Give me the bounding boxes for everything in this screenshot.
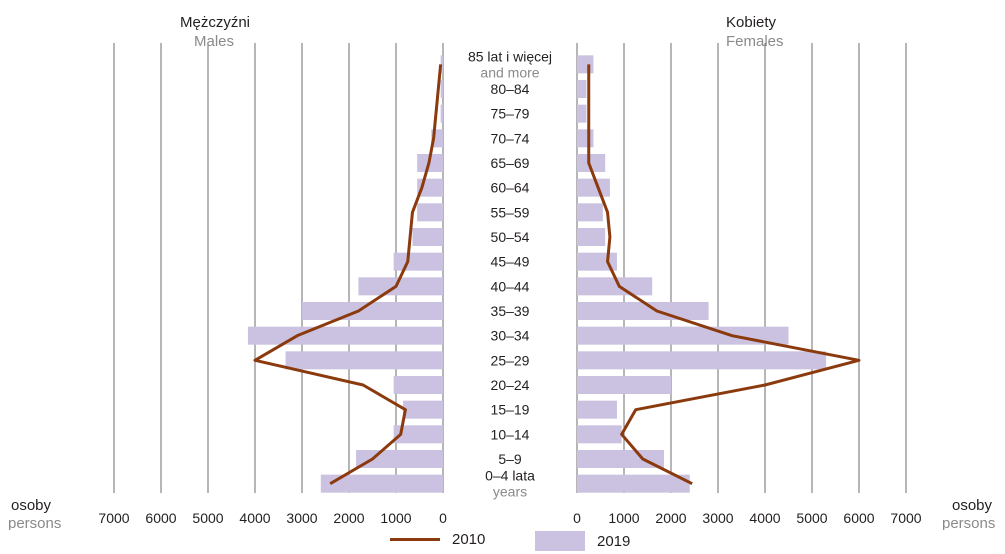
age-label: 80–84 xyxy=(491,81,530,97)
axis-label-right: osoby xyxy=(952,497,993,514)
legend-item-2010: 2010 xyxy=(390,531,485,548)
age-label: 15–19 xyxy=(491,402,530,418)
bar-female-2019 xyxy=(577,104,587,123)
bar-female-2019 xyxy=(577,425,622,444)
age-label: 30–34 xyxy=(491,328,530,344)
legend-label-2019: 2019 xyxy=(597,532,631,550)
bar-female-2019 xyxy=(577,326,789,345)
age-label: 0–4 lata xyxy=(485,468,535,484)
age-sublabel: years xyxy=(493,484,527,500)
age-sublabel: and more xyxy=(480,64,539,80)
bar-male-2019 xyxy=(440,80,443,98)
bar-female-2019 xyxy=(577,351,827,370)
axis-label-right-sub: persons xyxy=(942,515,995,530)
bar-female-2019 xyxy=(577,203,603,222)
bar-female-2019 xyxy=(577,154,606,172)
age-label: 65–69 xyxy=(491,155,530,171)
right-subtitle: Females xyxy=(726,33,784,50)
legend-item-2019: 2019 xyxy=(535,531,630,551)
legend-swatch-bar xyxy=(535,531,585,551)
age-label: 35–39 xyxy=(491,303,530,319)
x-tick-label-female: 1000 xyxy=(608,510,639,526)
bar-female-2019 xyxy=(577,178,610,197)
x-tick-label-male: 0 xyxy=(439,510,447,526)
age-label: 50–54 xyxy=(491,229,530,245)
x-tick-label-male: 3000 xyxy=(286,510,317,526)
bar-male-2019 xyxy=(302,302,443,320)
bar-male-2019 xyxy=(358,277,443,296)
x-tick-label-male: 2000 xyxy=(333,510,364,526)
bar-female-2019 xyxy=(577,80,587,98)
x-tick-label-female: 0 xyxy=(573,510,581,526)
bar-female-2019 xyxy=(577,400,617,419)
bars-2019-males xyxy=(247,55,443,493)
bar-female-2019 xyxy=(577,376,671,394)
bar-male-2019 xyxy=(403,400,443,419)
x-tick-label-female: 4000 xyxy=(749,510,780,526)
bar-male-2019 xyxy=(247,326,443,345)
age-label: 60–64 xyxy=(491,180,530,196)
age-label: 55–59 xyxy=(491,204,530,220)
bar-male-2019 xyxy=(440,104,443,123)
age-label: 25–29 xyxy=(491,352,530,368)
bar-male-2019 xyxy=(285,351,443,370)
line-male-2010 xyxy=(253,64,443,485)
left-title: Mężczyźni xyxy=(180,14,250,31)
x-tick-label-female: 5000 xyxy=(796,510,827,526)
age-label: 75–79 xyxy=(491,106,530,122)
x-tick-label-female: 2000 xyxy=(655,510,686,526)
line-female-2010 xyxy=(587,64,861,486)
bar-male-2019 xyxy=(431,129,443,148)
bar-male-2019 xyxy=(393,376,443,394)
age-label: 20–24 xyxy=(491,377,530,393)
x-tick-labels: 0 0 1000 1000 2000 2000 3000 3000 4000 4000 5000 50… xyxy=(98,510,921,526)
right-title: Kobiety xyxy=(726,14,777,31)
age-label: 10–14 xyxy=(491,426,530,442)
left-subtitle: Males xyxy=(194,33,234,50)
bar-female-2019 xyxy=(577,55,594,74)
lines-2010 xyxy=(253,64,861,486)
bar-male-2019 xyxy=(393,252,443,271)
bar-male-2019 xyxy=(440,55,443,74)
bar-male-2019 xyxy=(356,450,443,468)
x-tick-label-male: 1000 xyxy=(380,510,411,526)
x-tick-label-male: 4000 xyxy=(239,510,270,526)
age-label: 5–9 xyxy=(498,451,522,467)
age-label: 70–74 xyxy=(491,130,530,146)
legend: 2010 2019 xyxy=(0,531,1005,553)
x-tick-label-male: 7000 xyxy=(98,510,129,526)
x-tick-label-female: 7000 xyxy=(890,510,921,526)
bar-female-2019 xyxy=(577,302,709,320)
x-tick-label-female: 6000 xyxy=(843,510,874,526)
axis-label-left-sub: persons xyxy=(8,515,61,530)
x-tick-label-female: 3000 xyxy=(702,510,733,526)
bar-male-2019 xyxy=(412,228,443,246)
bar-female-2019 xyxy=(577,450,664,468)
legend-label-2010: 2010 xyxy=(452,531,486,548)
bar-male-2019 xyxy=(417,203,443,222)
age-label: 45–49 xyxy=(491,254,530,270)
bar-male-2019 xyxy=(393,425,443,444)
bar-female-2019 xyxy=(577,129,594,148)
age-label: 40–44 xyxy=(491,278,530,294)
bars-2019-females xyxy=(577,55,827,493)
legend-swatch-line xyxy=(390,538,440,541)
x-tick-label-male: 6000 xyxy=(145,510,176,526)
bar-female-2019 xyxy=(577,474,690,493)
x-tick-label-male: 5000 xyxy=(192,510,223,526)
age-label: 85 lat i więcej xyxy=(468,48,552,64)
bar-male-2019 xyxy=(320,474,443,493)
axis-label-left: osoby xyxy=(11,497,52,514)
bar-female-2019 xyxy=(577,277,653,296)
bar-female-2019 xyxy=(577,228,606,246)
grid-lines-males xyxy=(113,43,444,493)
